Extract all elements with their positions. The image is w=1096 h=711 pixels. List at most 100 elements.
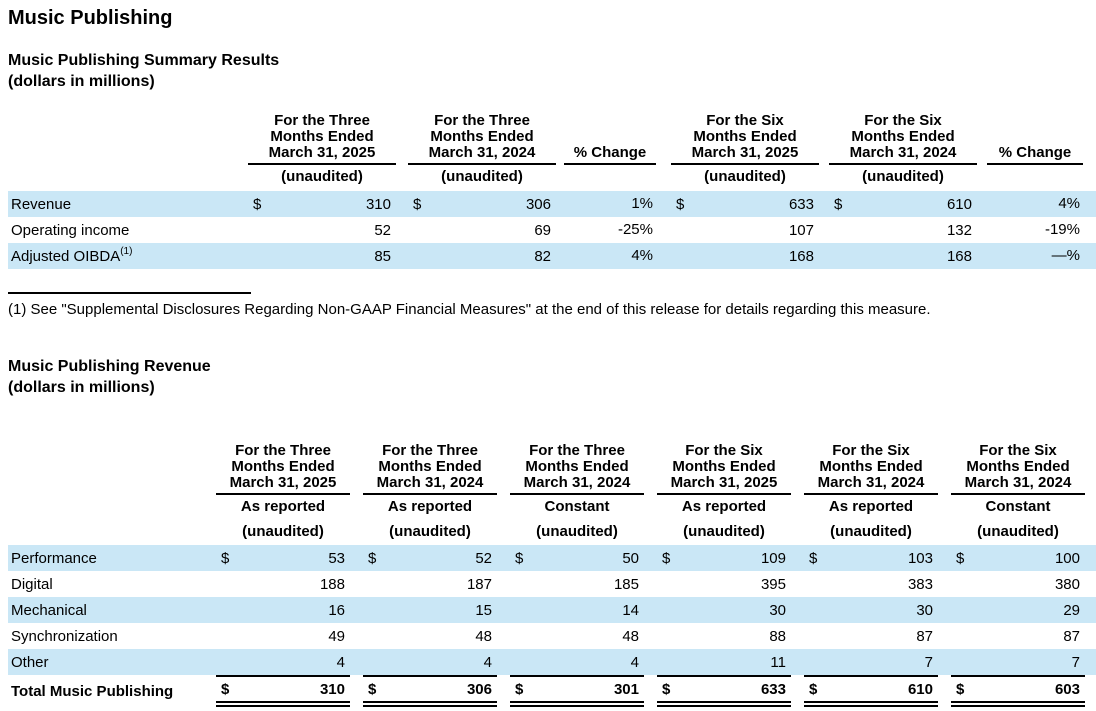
money-cell: 87 xyxy=(1063,627,1080,645)
money-cell: $306 xyxy=(413,195,551,213)
dollar-sign: $ xyxy=(834,195,843,213)
unaudited-label: (unaudited) xyxy=(441,168,523,185)
total-money-cell: $633 xyxy=(657,675,791,707)
dollar-sign: $ xyxy=(368,549,377,567)
money-cell: 88 xyxy=(769,627,786,645)
percent-cell: -25% xyxy=(617,221,653,238)
money-cell: $310 xyxy=(253,195,391,213)
row-label: Other xyxy=(11,653,49,671)
money-cell: $52 xyxy=(368,549,492,567)
total-row: Total Music Publishing $310 $306 $301 $6… xyxy=(8,675,1096,707)
dollar-sign: $ xyxy=(662,549,671,567)
unaudited-label: (unaudited) xyxy=(389,523,471,540)
row-label: Performance xyxy=(11,549,97,567)
dollar-sign: $ xyxy=(221,549,230,567)
column-header: For the Six Months Ended March 31, 2025 … xyxy=(671,113,819,185)
dollar-sign: $ xyxy=(515,549,524,567)
dollar-sign: $ xyxy=(809,549,818,567)
revenue-table-header: For the Three Months Ended March 31, 202… xyxy=(8,443,1096,540)
column-header: For the Six Months Ended March 31, 2024 … xyxy=(804,443,938,540)
money-cell: 188 xyxy=(319,575,345,593)
summary-table-body: Revenue $310 $306 1% $633 $610 4% Operat… xyxy=(8,191,1096,269)
dollar-sign: $ xyxy=(253,195,262,213)
money-cell: 29 xyxy=(1063,601,1080,619)
footnote-divider xyxy=(8,292,251,294)
money-cell: 85 xyxy=(374,247,391,265)
money-cell: $610 xyxy=(834,195,972,213)
money-cell: 69 xyxy=(534,221,551,239)
column-header: For the Three Months Ended March 31, 202… xyxy=(248,113,396,185)
table-row: Adjusted OIBDA (1) 85 82 4% 168 168 —% xyxy=(8,243,1096,269)
total-money-cell: $306 xyxy=(363,675,497,707)
footnote-marker: (1) xyxy=(120,246,133,257)
dollar-sign: $ xyxy=(956,680,965,698)
percent-cell: 4% xyxy=(1058,195,1080,212)
money-cell: 4 xyxy=(336,653,345,671)
table-row: Revenue $310 $306 1% $633 $610 4% xyxy=(8,191,1096,217)
footnote: (1) See "Supplemental Disclosures Regard… xyxy=(8,301,931,318)
row-label: Adjusted OIBDA (1) xyxy=(11,246,133,265)
unaudited-label: (unaudited) xyxy=(281,168,363,185)
money-cell: 87 xyxy=(916,627,933,645)
money-cell: 132 xyxy=(946,221,972,239)
money-cell: 7 xyxy=(1071,653,1080,671)
dollar-sign: $ xyxy=(413,195,422,213)
basis-label: As reported xyxy=(681,498,767,515)
total-money-cell: $301 xyxy=(510,675,644,707)
row-label: Mechanical xyxy=(11,601,87,619)
summary-section-heading: Music Publishing Summary Results xyxy=(8,52,280,69)
table-row: Other 4 4 4 11 7 7 xyxy=(8,649,1096,675)
money-cell: 30 xyxy=(916,601,933,619)
table-row: Operating income 52 69 -25% 107 132 -19% xyxy=(8,217,1096,243)
row-label: Digital xyxy=(11,575,53,593)
money-cell: $50 xyxy=(515,549,639,567)
percent-cell: 1% xyxy=(631,195,653,212)
money-cell: 48 xyxy=(475,627,492,645)
percent-cell: -19% xyxy=(1044,221,1080,238)
row-label: Revenue xyxy=(11,195,72,213)
money-cell: 30 xyxy=(769,601,786,619)
money-cell: $53 xyxy=(221,549,345,567)
money-cell: 16 xyxy=(328,601,345,619)
row-label: Operating income xyxy=(11,221,130,239)
page-title: Music Publishing xyxy=(8,7,173,29)
money-cell: 7 xyxy=(924,653,933,671)
money-cell: 49 xyxy=(328,627,345,645)
unaudited-label: (unaudited) xyxy=(862,168,944,185)
money-cell: 11 xyxy=(770,653,786,671)
money-cell: 4 xyxy=(630,653,639,671)
table-row: Performance $53 $52 $50 $109 $103 $100 xyxy=(8,545,1096,571)
money-cell: 4 xyxy=(483,653,492,671)
money-cell: 15 xyxy=(475,601,492,619)
summary-table-header: For the Three Months Ended March 31, 202… xyxy=(8,113,1096,185)
unaudited-label: (unaudited) xyxy=(977,523,1059,540)
table-row: Mechanical 16 15 14 30 30 29 xyxy=(8,597,1096,623)
column-header: % Change xyxy=(987,115,1083,185)
basis-label: Constant xyxy=(985,498,1051,515)
basis-label: As reported xyxy=(387,498,473,515)
column-header: For the Three Months Ended March 31, 202… xyxy=(408,113,556,185)
column-header: % Change xyxy=(564,115,656,185)
percent-cell: —% xyxy=(1051,247,1080,264)
money-cell: 187 xyxy=(466,575,492,593)
money-cell: 82 xyxy=(534,247,551,265)
dollar-sign: $ xyxy=(515,680,524,698)
basis-label: Constant xyxy=(544,498,610,515)
total-money-cell: $610 xyxy=(804,675,938,707)
money-cell: 395 xyxy=(760,575,786,593)
revenue-section-subheading: (dollars in millions) xyxy=(8,379,155,396)
basis-label: As reported xyxy=(828,498,914,515)
basis-label: As reported xyxy=(240,498,326,515)
money-cell: 48 xyxy=(622,627,639,645)
column-header: For the Six Months Ended March 31, 2025 … xyxy=(657,443,791,540)
revenue-table-body: Performance $53 $52 $50 $109 $103 $100 D… xyxy=(8,545,1096,707)
dollar-sign: $ xyxy=(676,195,685,213)
money-cell: 380 xyxy=(1054,575,1080,593)
money-cell: 52 xyxy=(374,221,391,239)
money-cell: $100 xyxy=(956,549,1080,567)
summary-section-subheading: (dollars in millions) xyxy=(8,73,155,90)
column-header: For the Six Months Ended March 31, 2024 … xyxy=(829,113,977,185)
unaudited-label: (unaudited) xyxy=(536,523,618,540)
total-money-cell: $603 xyxy=(951,675,1085,707)
